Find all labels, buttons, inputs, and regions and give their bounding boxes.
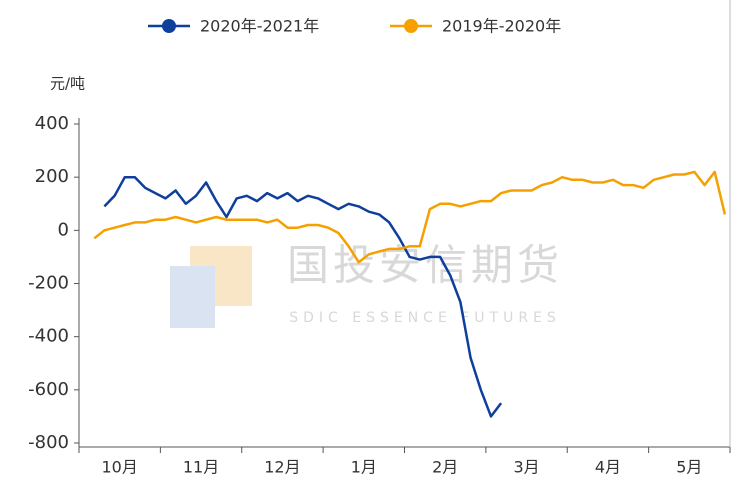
x-tick-label: 4月 (595, 458, 621, 477)
watermark: 国投安信期货 (287, 241, 563, 290)
y-tick-label: -600 (28, 379, 69, 400)
x-tick-label: 3月 (513, 458, 539, 477)
legend-label: 2019年-2020年 (442, 17, 561, 36)
y-unit: 元/吨 (50, 75, 85, 93)
series-line (103, 175, 503, 418)
watermark-logo (190, 246, 252, 306)
y-tick-label: 400 (35, 113, 69, 134)
x-tick-label: 1月 (351, 458, 377, 477)
watermark-logo (170, 266, 215, 328)
legend-marker (404, 19, 418, 33)
x-tick-label: 12月 (264, 458, 300, 477)
x-tick-label: 10月 (102, 458, 138, 477)
legend-label: 2020年-2021年 (200, 17, 319, 36)
y-tick-label: -200 (28, 273, 69, 294)
x-tick-label: 5月 (676, 458, 702, 477)
legend-marker (162, 19, 176, 33)
y-tick-label: 0 (58, 219, 69, 240)
x-tick-label: 2月 (432, 458, 458, 477)
series-line (93, 170, 727, 264)
x-tick-label: 11月 (183, 458, 219, 477)
y-tick-label: -800 (28, 432, 69, 453)
y-tick-label: -400 (28, 326, 69, 347)
watermark: SDIC ESSENCE FUTURES (289, 310, 561, 326)
y-tick-label: 200 (35, 166, 69, 187)
